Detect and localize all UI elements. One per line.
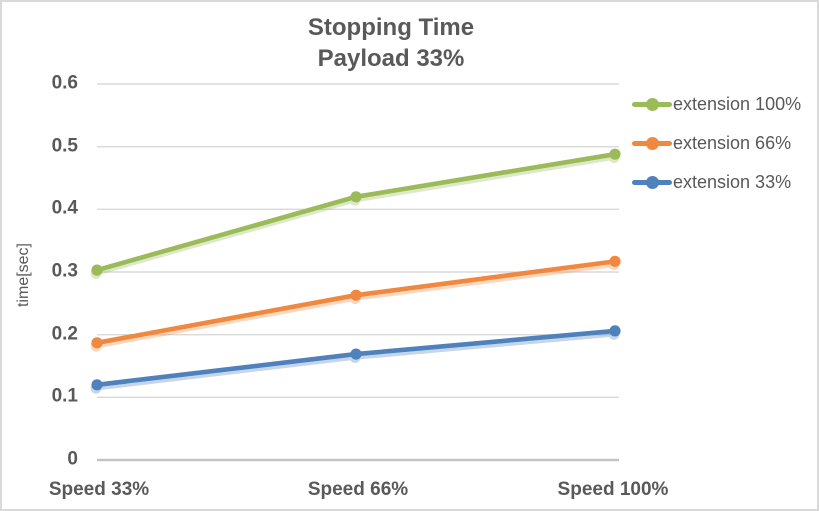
- y-tick-label: 0.2: [51, 323, 78, 345]
- series-line-shadow: [95, 155, 615, 276]
- legend-label: extension 33%: [673, 171, 792, 192]
- data-point-marker: [350, 289, 362, 301]
- chart-title-block: Stopping Time Payload 33%: [308, 12, 474, 74]
- data-point-marker: [350, 348, 362, 360]
- legend-label: extension 66%: [673, 132, 792, 153]
- data-point-marker: [91, 264, 103, 276]
- series-extension-66: [90, 255, 621, 352]
- y-tick-label: 0.3: [51, 260, 78, 282]
- data-point-marker: [91, 337, 103, 349]
- data-point-marker: [609, 148, 621, 160]
- x-category-label: Speed 100%: [557, 479, 669, 500]
- x-category-label: Speed 66%: [307, 479, 409, 500]
- legend-line-marker-icon: [632, 97, 672, 111]
- series-extension-100: [90, 148, 621, 280]
- chart-subtitle: Payload 33%: [317, 45, 465, 72]
- legend-line-marker-icon: [632, 175, 672, 189]
- y-tick-label: 0.1: [51, 385, 78, 407]
- y-tick-label: 0.5: [51, 135, 78, 157]
- y-tick-label: 0.4: [51, 197, 78, 219]
- y-tick-label: 0: [67, 448, 78, 470]
- legend-item: extension 100%: [632, 90, 801, 118]
- y-tick-label: 0.6: [51, 72, 78, 94]
- legend: extension 100% extension 66% extension 33%: [632, 90, 801, 196]
- data-point-marker: [350, 191, 362, 203]
- data-point-marker: [91, 379, 103, 391]
- legend-label: extension 100%: [673, 93, 802, 114]
- series-extension-33: [90, 325, 621, 394]
- legend-line-marker-icon: [632, 136, 672, 150]
- series-shadow: [90, 152, 620, 280]
- legend-item: extension 33%: [632, 168, 801, 196]
- x-category-label: Speed 33%: [48, 479, 150, 500]
- chart-title: Stopping Time: [307, 14, 475, 41]
- data-point-marker: [609, 325, 621, 337]
- legend-item: extension 66%: [632, 129, 801, 157]
- data-point-marker: [609, 255, 621, 267]
